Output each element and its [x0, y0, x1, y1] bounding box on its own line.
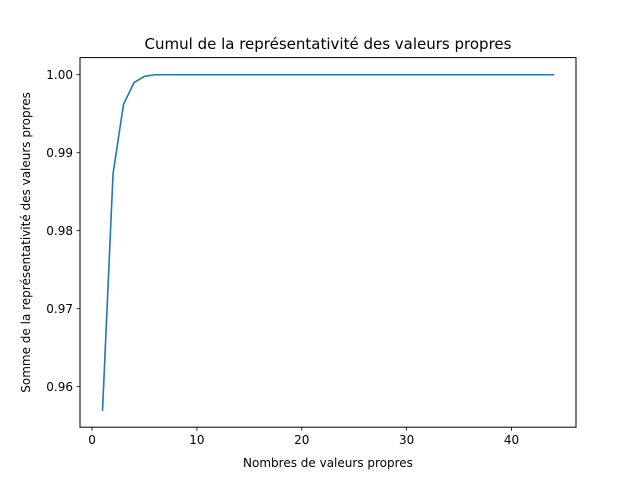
- y-tick-label: 0.97: [46, 302, 73, 316]
- x-axis: 0 10 20 30 40: [88, 427, 519, 447]
- x-tick-label: 30: [399, 433, 414, 447]
- x-tick-label: 20: [294, 433, 309, 447]
- series-line: [101, 73, 555, 411]
- x-axis-label: Nombres de valeurs propres: [243, 456, 413, 470]
- plot-layer: [101, 73, 555, 411]
- y-tick-label: 1.00: [46, 68, 73, 82]
- x-tick-label: 10: [189, 433, 204, 447]
- y-axis: 0.96 0.97 0.98 0.99 1.00: [46, 68, 80, 394]
- chart-title: Cumul de la représentativité des valeurs…: [145, 35, 512, 53]
- y-tick-label: 0.96: [46, 380, 73, 394]
- y-tick-label: 0.98: [46, 224, 73, 238]
- y-axis-label: Somme de la représentativité des valeurs…: [19, 92, 33, 393]
- x-tick-label: 0: [88, 433, 96, 447]
- y-tick-label: 0.99: [46, 146, 73, 160]
- x-tick-label: 40: [504, 433, 519, 447]
- plot-frame: [79, 57, 577, 428]
